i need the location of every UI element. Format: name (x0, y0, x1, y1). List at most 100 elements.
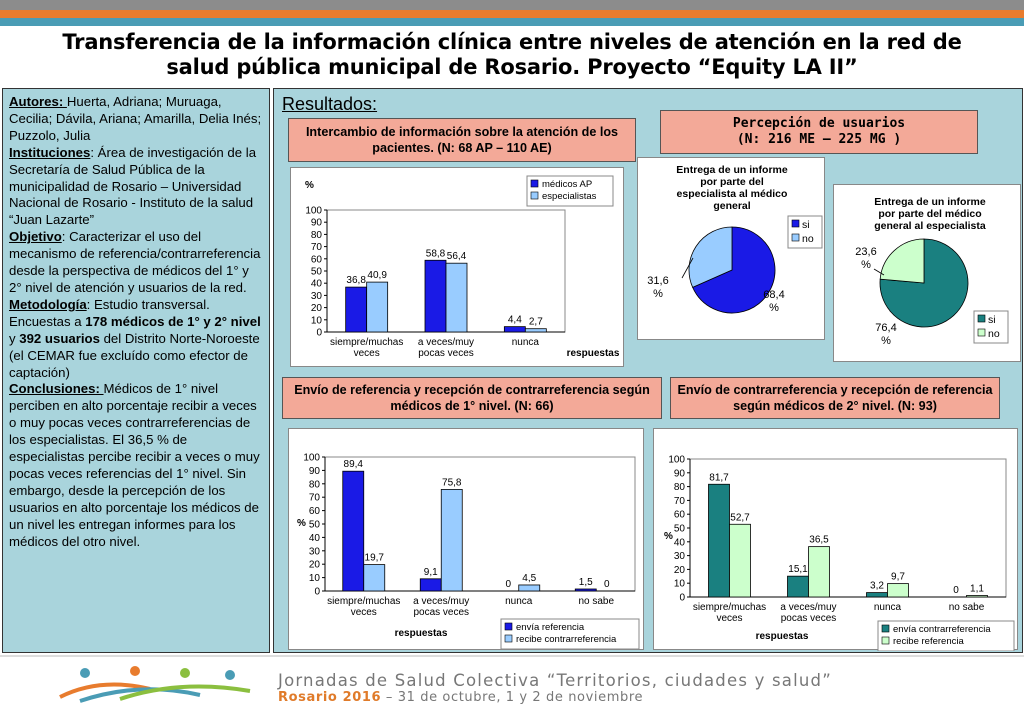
footer: Jornadas de Salud Colectiva “Territorios… (0, 655, 1024, 709)
nivel1-ytick-label: 50 (309, 520, 321, 531)
intercambio-bar (345, 286, 368, 333)
nivel1-bar (518, 584, 541, 592)
pie1-slice-value: 31,6 (647, 275, 668, 287)
nivel2-ytick-label: 50 (674, 524, 686, 535)
nivel2-bar (708, 483, 730, 598)
intercambio-data-label: 4,4 (508, 315, 522, 326)
nivel1-bar (440, 489, 463, 592)
stripe-blue (0, 18, 1024, 26)
nivel2-ytick-label: 40 (674, 537, 686, 548)
nivel1-data-label: 4,5 (522, 573, 536, 584)
intercambio-ytick-label: 100 (305, 206, 322, 217)
autores-text: Huerta, Adriana; Muruaga, Cecilia; Dávil… (9, 94, 262, 143)
box-nivel1-text: Envío de referencia y recepción de contr… (294, 383, 650, 413)
intercambio-category-label: pocas veces (418, 348, 474, 359)
nivel2-data-label: 9,7 (891, 572, 905, 583)
nivel2-category-label: no sabe (949, 602, 985, 613)
conclusiones-text: Médicos de 1° nivel perciben en alto por… (9, 381, 260, 549)
metodologia-text-1: : Estudio transversal. Encuestas a (9, 296, 210, 329)
intercambio-ytick-label: 0 (316, 328, 322, 339)
nivel2-category-label: pocas veces (781, 613, 837, 624)
intercambio-ytick-label: 70 (311, 242, 323, 253)
nivel2-category-label: nunca (874, 602, 902, 613)
nivel1-ytick-label: 40 (309, 533, 321, 544)
intercambio-bar (524, 328, 547, 333)
nivel1-category-label: veces (351, 607, 377, 618)
nivel1-legend-swatch (504, 622, 513, 631)
chart-pie-general-frame: Entrega de un informe por parte del médic… (833, 184, 1021, 362)
intercambio-legend-swatch (530, 191, 539, 200)
nivel1-ytick-label: 30 (309, 546, 321, 557)
nivel2-ytick-label: 100 (668, 455, 685, 466)
intercambio-data-label: 40,9 (367, 270, 387, 281)
nivel2-category-label: veces (716, 613, 742, 624)
intercambio-ytick-label: 10 (311, 315, 323, 326)
metodologia-label: Metodología (9, 296, 87, 312)
objetivo-text: : Caracterizar el uso del mecanismo de r… (9, 229, 261, 295)
pie2-slice-value: 23,6 (855, 246, 876, 258)
pie1-title: Entrega de un informe (676, 164, 788, 176)
footer-dates: – 31 de octubre, 1 y 2 de noviembre (381, 690, 644, 705)
pie2-slice-value: 76,4 (875, 322, 896, 334)
nivel1-category-label: siempre/muchas (327, 596, 400, 607)
nivel2-bar (966, 595, 988, 598)
footer-year: Rosario 2016 (278, 690, 382, 705)
chart-nivel1-frame: 0 10 20 30 40 50 60 70 80 90 100 89,4 19,7 siempre/mu… (288, 428, 644, 650)
nivel1-ytick-label: 20 (309, 560, 321, 571)
intercambio-category-label: siempre/muchas (330, 337, 403, 348)
intercambio-legend-swatch (530, 179, 539, 188)
nivel2-data-label: 36,5 (809, 535, 829, 546)
pie2-legend-swatch (977, 314, 986, 323)
intercambio-category-label: veces (354, 348, 380, 359)
nivel1-ytick-label: 80 (309, 479, 321, 490)
instituciones-text: : Área de investigación de la Secretaría… (9, 144, 257, 228)
nivel2-ytick-label: 90 (674, 468, 686, 479)
results-heading: Resultados: (282, 94, 378, 114)
nivel2-bar (808, 546, 830, 598)
nivel2-ytick-label: 70 (674, 496, 686, 507)
header-stripes (0, 0, 1024, 28)
intercambio-ytick-label: 80 (311, 230, 323, 241)
pie2-legend-label: no (988, 328, 1000, 340)
title-line-1: Transferencia de la información clínica … (62, 30, 962, 54)
intercambio-bar (445, 262, 468, 333)
pie2-slice-unit: % (881, 335, 891, 347)
box-intercambio-text: Intercambio de información sobre la aten… (305, 125, 619, 155)
nivel2-ytick-label: 20 (674, 565, 686, 576)
nivel1-ytick-label: 60 (309, 506, 321, 517)
pie1-slice-value: 68,4 (763, 289, 784, 301)
nivel2-bar (887, 583, 909, 598)
pie1-slice-unit: % (653, 288, 663, 300)
chart-pie-especialista-frame: Entrega de un informe por parte del especi… (637, 157, 825, 340)
footer-event-title: Jornadas de Salud Colectiva “Territorios… (278, 671, 832, 690)
pie1-legend-swatch (791, 219, 800, 228)
nivel2-xlabel: respuestas (756, 631, 809, 642)
left-info-panel: Autores: Huerta, Adriana; Muruaga, Cecil… (2, 88, 270, 653)
footer-event-date: Rosario 2016 – 31 de octubre, 1 y 2 de n… (278, 690, 643, 705)
pie1-leader-line (681, 257, 694, 279)
nivel2-data-label: 15,1 (788, 564, 808, 575)
nivel1-ylabel: % (297, 518, 306, 529)
event-logo (59, 666, 251, 703)
intercambio-data-label: 36,8 (346, 275, 366, 286)
pie2-leader-line (873, 268, 885, 276)
nivel1-data-label: 9,1 (424, 567, 438, 578)
intercambio-xlabel: respuestas (567, 348, 620, 359)
nivel1-data-label: 19,7 (365, 553, 385, 564)
chart-nivel2-frame: 0 10 20 30 40 50 60 70 80 90 100 81,7 52,7 siempre/mu… (653, 428, 1018, 652)
stripe-gray (0, 0, 1024, 10)
pie1-legend-label: no (802, 233, 814, 245)
nivel1-ytick-label: 10 (309, 573, 321, 584)
intercambio-bar (366, 281, 389, 333)
intercambio-ytick-label: 40 (311, 279, 323, 290)
intercambio-legend-label: médicos AP (542, 179, 592, 190)
nivel1-ytick-label: 70 (309, 493, 321, 504)
pie1-title: especialista al médico (677, 188, 788, 200)
nivel1-legend-box (500, 618, 640, 650)
chart-nivel1: 0 10 20 30 40 50 60 70 80 90 100 89,4 19,7 siempre/mu… (297, 453, 640, 650)
stripe-orange (0, 10, 1024, 18)
intercambio-data-label: 2,7 (529, 317, 543, 328)
nivel2-ytick-label: 0 (679, 593, 685, 604)
